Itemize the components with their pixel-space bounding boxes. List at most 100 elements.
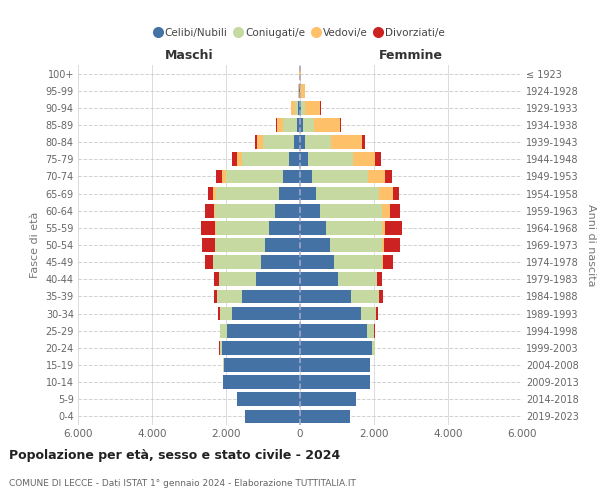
Bar [300,306,361,320]
Bar [301,101,305,114]
Bar [283,118,297,132]
Bar [382,204,389,218]
Bar [215,238,265,252]
Bar [265,238,300,252]
Bar [224,358,300,372]
Bar [300,392,355,406]
Bar [329,238,382,252]
Bar [223,376,300,389]
Bar [256,272,300,286]
Bar [215,170,221,183]
Bar [353,152,376,166]
Bar [308,152,353,166]
Bar [368,170,385,183]
Bar [214,272,218,286]
Bar [379,290,383,304]
Bar [326,221,382,234]
Bar [340,118,341,132]
Bar [215,221,269,234]
Bar [205,204,214,218]
Bar [305,101,320,114]
Bar [300,290,351,304]
Bar [385,170,392,183]
Bar [269,221,300,234]
Text: Popolazione per età, sesso e stato civile - 2024: Popolazione per età, sesso e stato civil… [9,449,340,462]
Bar [242,152,289,166]
Bar [220,324,227,338]
Bar [218,306,220,320]
Bar [300,324,367,338]
Bar [217,290,242,304]
Bar [237,392,300,406]
Bar [392,186,398,200]
Bar [338,272,377,286]
Bar [300,152,308,166]
Bar [302,118,314,132]
Bar [300,256,334,269]
Bar [372,341,375,354]
Bar [214,256,261,269]
Bar [214,204,215,218]
Bar [291,101,295,114]
Bar [300,341,372,354]
Bar [300,136,305,149]
Bar [242,290,300,304]
Bar [384,238,400,252]
Bar [300,272,338,286]
Bar [331,136,362,149]
Bar [361,306,376,320]
Bar [215,204,275,218]
Bar [261,256,300,269]
Bar [351,290,379,304]
Bar [320,101,321,114]
Bar [213,186,215,200]
Text: Femmine: Femmine [379,48,443,62]
Bar [389,204,400,218]
Bar [238,152,242,166]
Bar [300,410,350,424]
Bar [367,324,374,338]
Bar [300,376,370,389]
Bar [218,272,256,286]
Bar [300,118,302,132]
Bar [312,170,368,183]
Bar [294,136,300,149]
Bar [214,290,217,304]
Bar [382,238,384,252]
Bar [215,186,279,200]
Bar [263,136,294,149]
Bar [208,186,213,200]
Y-axis label: Anni di nascita: Anni di nascita [586,204,596,286]
Bar [220,306,232,320]
Bar [334,256,382,269]
Bar [300,238,329,252]
Bar [298,84,299,98]
Bar [376,306,377,320]
Bar [276,118,277,132]
Bar [289,152,300,166]
Bar [257,136,263,149]
Bar [379,186,392,200]
Bar [382,221,385,234]
Bar [300,186,316,200]
Bar [300,221,326,234]
Bar [283,170,300,183]
Bar [245,410,300,424]
Bar [277,118,283,132]
Bar [385,221,403,234]
Text: Maschi: Maschi [164,48,214,62]
Bar [314,118,340,132]
Bar [227,324,300,338]
Bar [305,136,331,149]
Bar [295,101,298,114]
Bar [279,186,300,200]
Bar [300,204,320,218]
Y-axis label: Fasce di età: Fasce di età [30,212,40,278]
Legend: Celibi/Nubili, Coniugati/e, Vedovi/e, Divorziati/e: Celibi/Nubili, Coniugati/e, Vedovi/e, Di… [151,24,449,42]
Bar [320,204,382,218]
Bar [202,238,215,252]
Bar [297,118,300,132]
Text: COMUNE DI LECCE - Dati ISTAT 1° gennaio 2024 - Elaborazione TUTTITALIA.IT: COMUNE DI LECCE - Dati ISTAT 1° gennaio … [9,479,356,488]
Bar [205,256,213,269]
Bar [221,341,300,354]
